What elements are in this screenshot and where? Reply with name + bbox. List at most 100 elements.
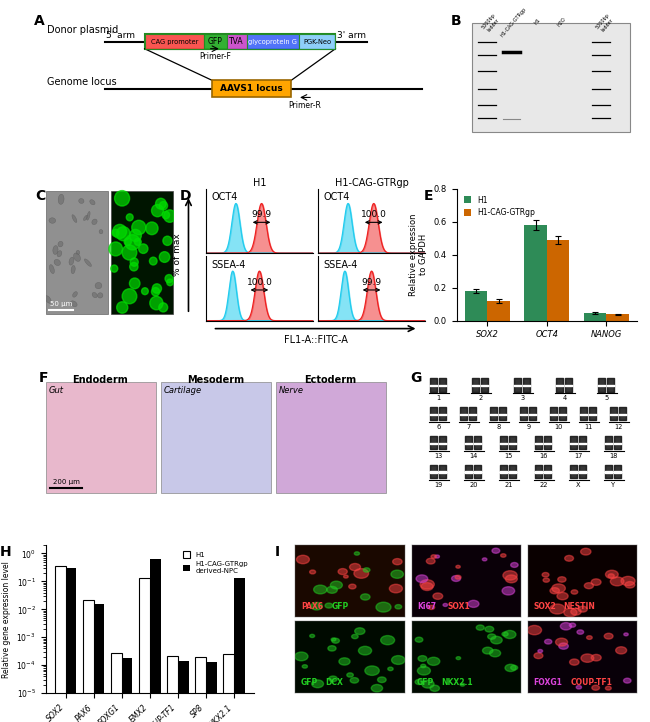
Circle shape — [327, 586, 337, 593]
Circle shape — [132, 220, 146, 235]
Circle shape — [511, 562, 518, 567]
Circle shape — [504, 630, 516, 638]
Text: % of max: % of max — [173, 233, 182, 276]
Bar — [55, 566, 66, 722]
Text: B: B — [451, 14, 462, 28]
Text: 20: 20 — [469, 482, 478, 488]
Bar — [111, 191, 173, 314]
Circle shape — [580, 548, 591, 555]
Bar — [195, 657, 206, 722]
Text: 22: 22 — [540, 482, 548, 488]
Text: 21: 21 — [504, 482, 513, 488]
Circle shape — [505, 575, 517, 583]
Circle shape — [527, 625, 541, 635]
Circle shape — [361, 594, 370, 600]
Ellipse shape — [69, 257, 74, 265]
Text: PGK-Neo: PGK-Neo — [304, 38, 332, 45]
Circle shape — [116, 227, 130, 240]
Text: DCX: DCX — [325, 679, 343, 687]
Bar — [150, 559, 161, 722]
Circle shape — [571, 590, 578, 594]
Circle shape — [381, 635, 395, 645]
Ellipse shape — [73, 292, 77, 297]
Circle shape — [581, 654, 594, 662]
Bar — [94, 604, 105, 722]
Circle shape — [159, 252, 170, 262]
Text: PAX6: PAX6 — [301, 602, 323, 612]
Circle shape — [142, 288, 148, 295]
Circle shape — [122, 289, 136, 304]
Circle shape — [125, 235, 140, 250]
Bar — [606, 314, 629, 321]
Bar — [584, 313, 606, 321]
Text: GFP: GFP — [417, 679, 434, 687]
Bar — [139, 578, 150, 722]
Text: 5' arm: 5' arm — [107, 31, 135, 40]
Ellipse shape — [53, 245, 58, 254]
Circle shape — [378, 677, 386, 682]
Ellipse shape — [86, 212, 90, 220]
Circle shape — [355, 627, 365, 635]
Circle shape — [491, 636, 502, 644]
Circle shape — [130, 262, 138, 271]
Circle shape — [485, 626, 494, 632]
Circle shape — [624, 633, 629, 636]
Circle shape — [428, 657, 440, 666]
Text: Y: Y — [612, 482, 616, 488]
Text: 5000bp
ladder: 5000bp ladder — [481, 13, 501, 34]
Bar — [178, 661, 188, 722]
Text: 100.0: 100.0 — [246, 277, 272, 287]
Text: 200 μm: 200 μm — [53, 479, 79, 484]
Circle shape — [325, 603, 333, 608]
Circle shape — [391, 570, 404, 578]
Text: 8: 8 — [497, 424, 500, 430]
Circle shape — [616, 647, 627, 654]
Circle shape — [426, 558, 435, 564]
Circle shape — [151, 287, 160, 296]
Ellipse shape — [79, 199, 84, 204]
Circle shape — [112, 230, 119, 237]
Ellipse shape — [99, 230, 103, 234]
Circle shape — [354, 569, 369, 578]
Text: TVA: TVA — [229, 37, 244, 46]
Text: 5: 5 — [604, 395, 608, 401]
Circle shape — [332, 638, 339, 643]
Ellipse shape — [57, 251, 62, 257]
Circle shape — [569, 623, 576, 627]
Bar — [525, 225, 547, 321]
Legend: H1, H1-CAG-GTRgp: H1, H1-CAG-GTRgp — [460, 193, 538, 220]
Circle shape — [592, 654, 601, 661]
Text: X: X — [576, 482, 580, 488]
Circle shape — [371, 684, 383, 692]
Circle shape — [456, 565, 460, 568]
Ellipse shape — [58, 241, 63, 247]
Circle shape — [391, 656, 405, 664]
Circle shape — [502, 587, 515, 595]
Circle shape — [348, 584, 356, 589]
Circle shape — [455, 575, 461, 579]
Circle shape — [564, 608, 577, 617]
Circle shape — [114, 191, 129, 206]
Circle shape — [545, 639, 552, 644]
Ellipse shape — [92, 219, 97, 225]
Text: H2O: H2O — [556, 16, 567, 27]
Text: 1: 1 — [437, 395, 441, 401]
Ellipse shape — [73, 253, 81, 261]
Text: 100.0: 100.0 — [361, 210, 387, 219]
Text: FOXG1: FOXG1 — [533, 679, 562, 687]
Circle shape — [569, 659, 579, 665]
Text: CAG promoter: CAG promoter — [151, 38, 198, 45]
Text: Nerve: Nerve — [280, 386, 304, 394]
Text: FL1-A::FITC-A: FL1-A::FITC-A — [283, 335, 348, 345]
Text: SSEA-4: SSEA-4 — [211, 259, 246, 269]
Circle shape — [542, 573, 549, 577]
Text: NESTIN: NESTIN — [564, 602, 595, 612]
Circle shape — [388, 667, 393, 671]
Circle shape — [559, 643, 568, 649]
Text: 18: 18 — [609, 453, 618, 459]
Circle shape — [482, 558, 487, 561]
Circle shape — [109, 242, 122, 256]
Circle shape — [311, 602, 322, 610]
Ellipse shape — [58, 194, 64, 204]
Circle shape — [431, 554, 436, 558]
